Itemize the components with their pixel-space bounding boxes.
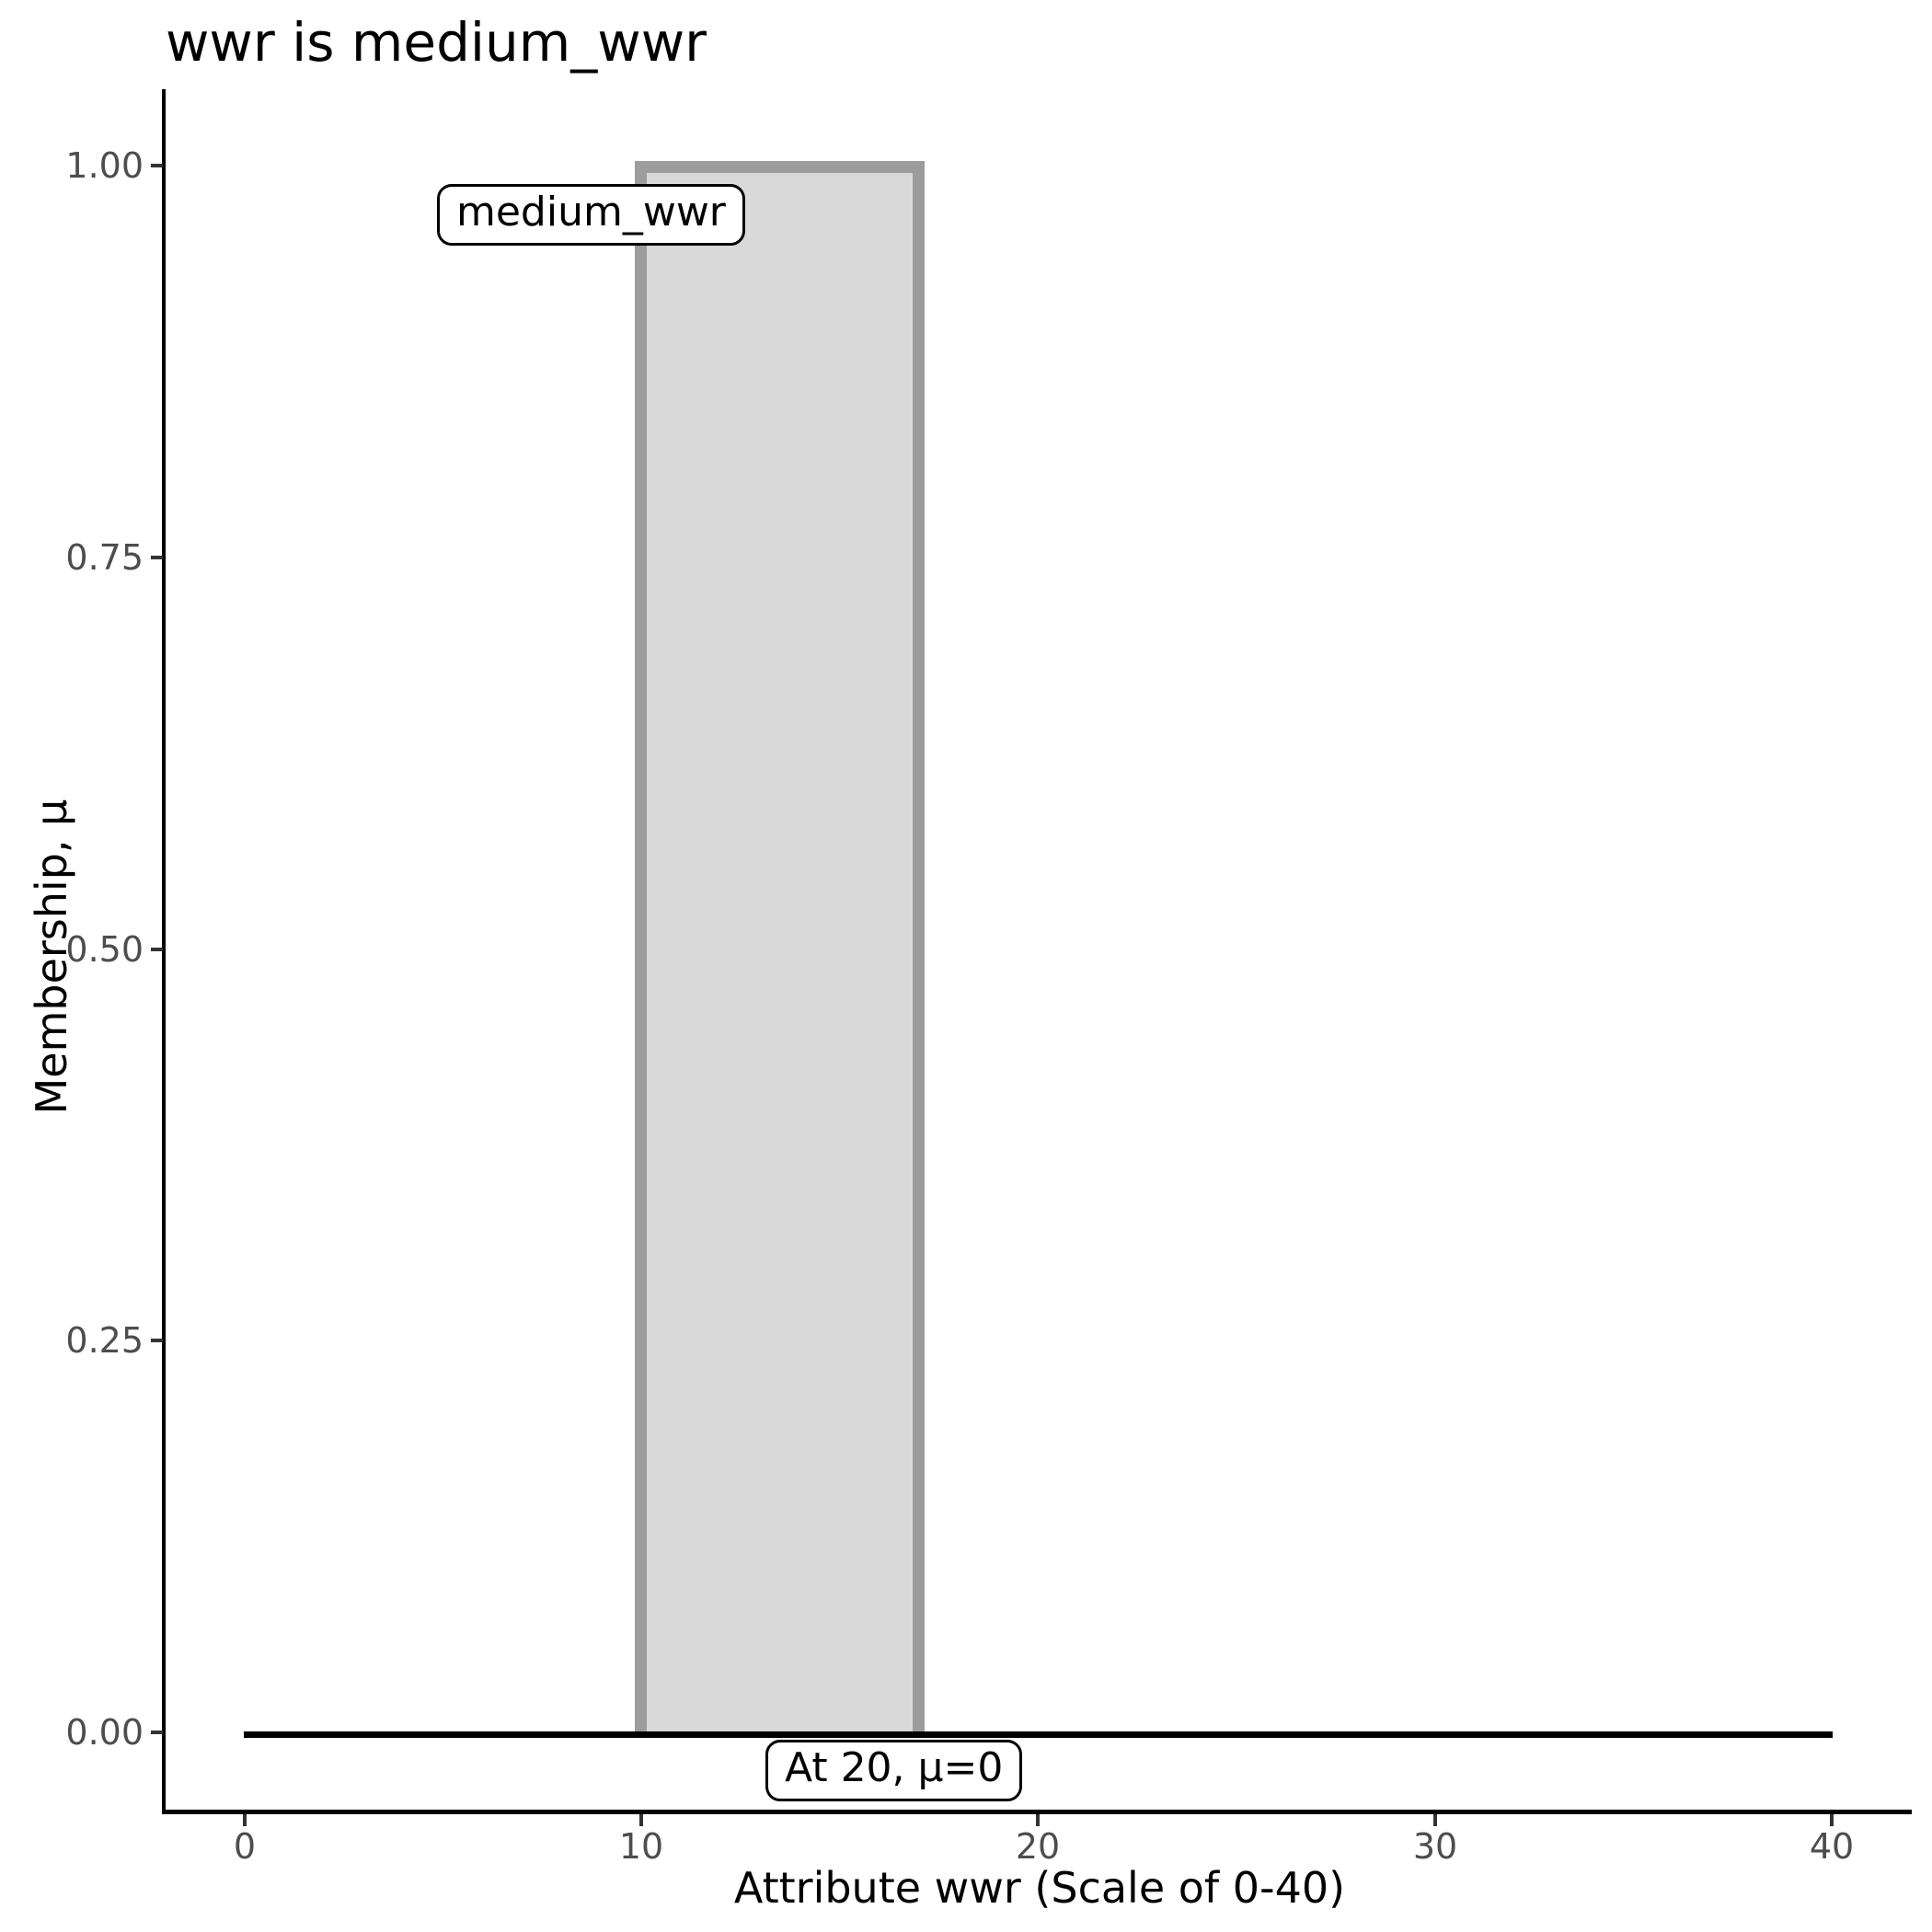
y-tick-label: 1.00 [65, 145, 144, 186]
chart-title: wwr is medium_wwr [166, 11, 707, 74]
evaluation-label-box: At 20, μ=0 [765, 1740, 1023, 1801]
y-tick [151, 948, 163, 951]
y-tick [151, 1339, 163, 1342]
y-axis-title: Membership, μ [27, 799, 76, 1115]
x-tick [1830, 1814, 1834, 1826]
x-tick [243, 1814, 247, 1826]
x-tick-label: 40 [1809, 1826, 1855, 1867]
y-tick-label: 0.25 [65, 1320, 144, 1361]
x-tick-label: 30 [1412, 1826, 1458, 1867]
y-tick-label: 0.00 [65, 1712, 144, 1753]
y-axis-line [162, 89, 166, 1814]
x-tick [1036, 1814, 1040, 1826]
y-tick [151, 1731, 163, 1734]
x-axis-line [162, 1810, 1912, 1814]
membership-polygon-medium-wwr [635, 161, 925, 1735]
x-tick-label: 20 [1015, 1826, 1061, 1867]
x-tick-label: 0 [233, 1826, 257, 1867]
y-tick-label: 0.75 [65, 537, 144, 578]
x-tick [1433, 1814, 1437, 1826]
y-tick-label: 0.50 [65, 929, 144, 970]
x-tick-label: 10 [618, 1826, 664, 1867]
x-axis-title: Attribute wwr (Scale of 0-40) [733, 1863, 1346, 1913]
y-tick [151, 164, 163, 167]
y-tick [151, 556, 163, 559]
set-label-box: medium_wwr [437, 184, 745, 246]
evaluated-membership-line [244, 1731, 1833, 1738]
x-tick [639, 1814, 643, 1826]
